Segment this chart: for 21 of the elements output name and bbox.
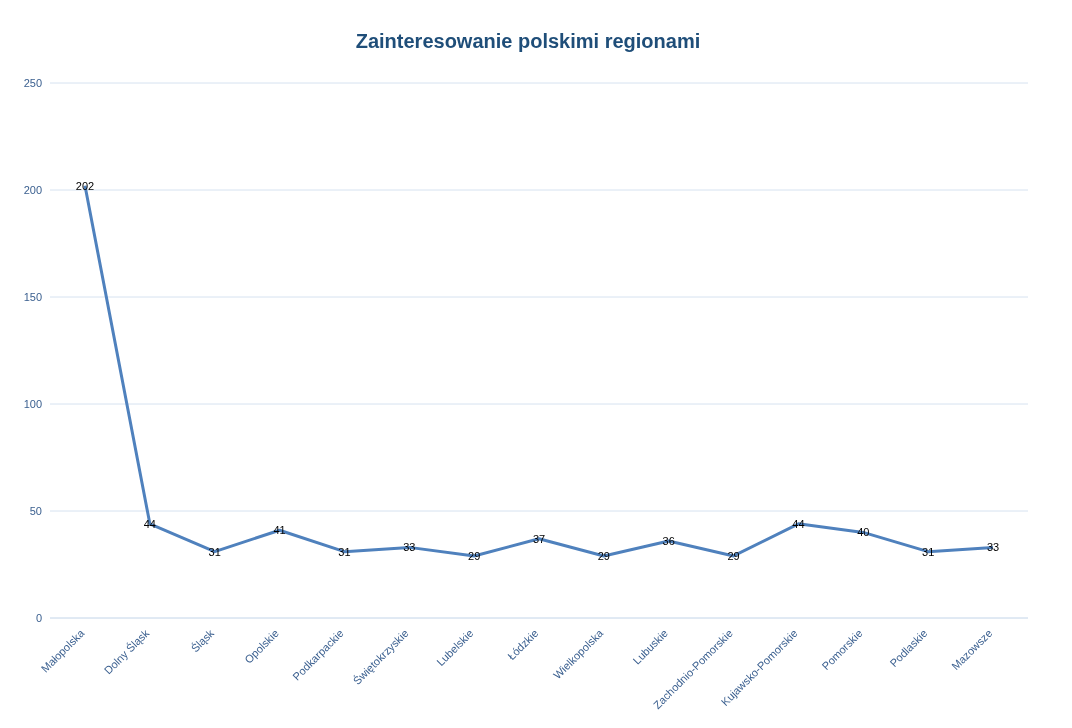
y-tick-label: 250: [23, 76, 42, 89]
data-label: 33: [403, 541, 416, 554]
data-label: 33: [986, 541, 1000, 554]
data-label: 29: [597, 549, 610, 562]
chart-title: Zainteresowanie polskimi regionami: [354, 29, 702, 54]
y-tick-label: 150: [23, 290, 42, 303]
data-label: 31: [208, 545, 221, 558]
data-label: 202: [75, 179, 95, 192]
y-tick-label: 200: [23, 183, 42, 196]
y-tick-label: 100: [23, 397, 42, 410]
data-label: 29: [727, 549, 740, 562]
y-tick-label: 50: [29, 504, 42, 517]
data-label: 31: [338, 545, 351, 558]
data-label: 37: [532, 532, 546, 545]
y-tick-label: 0: [35, 611, 42, 624]
data-label: 36: [662, 534, 675, 547]
data-label: 44: [792, 517, 805, 530]
data-label: 31: [922, 545, 935, 558]
data-label: 41: [273, 524, 286, 537]
data-label: 29: [468, 549, 481, 562]
data-label: 40: [857, 526, 870, 539]
